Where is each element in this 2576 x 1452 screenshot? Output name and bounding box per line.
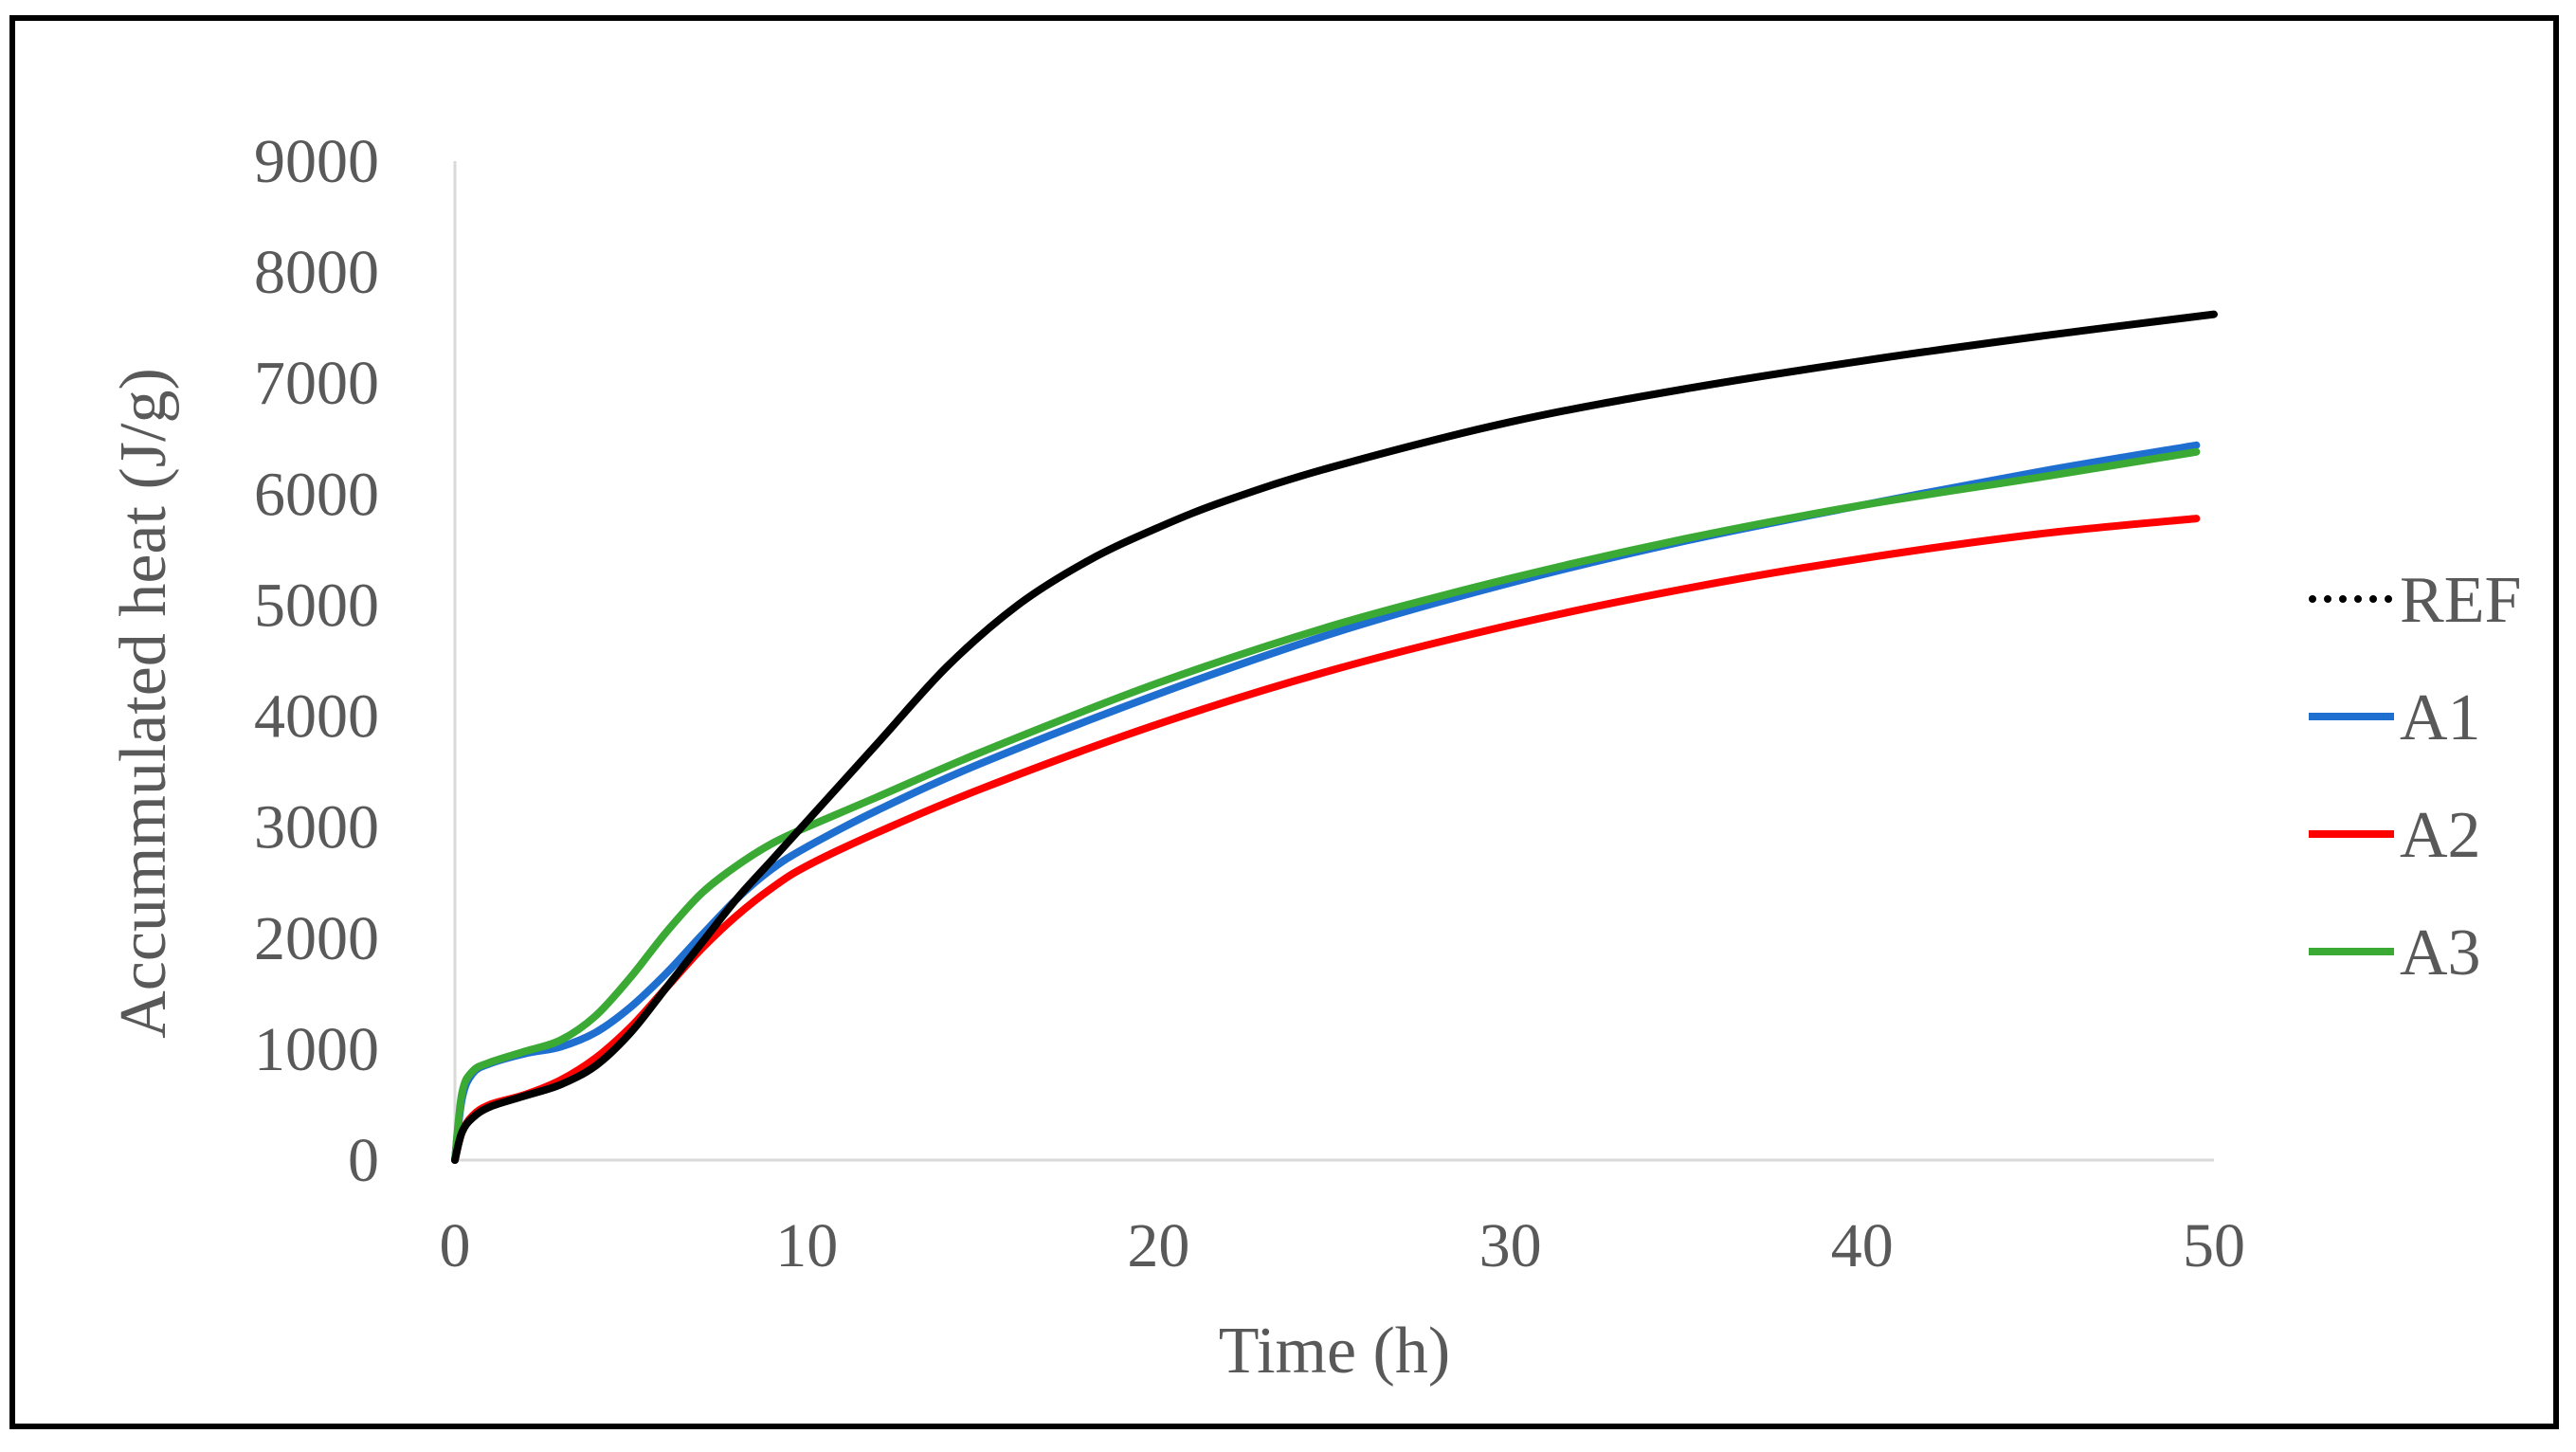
series-line-a1 bbox=[451, 441, 2201, 1164]
x-tick-label: 20 bbox=[1127, 1211, 1189, 1280]
y-tick-label: 3000 bbox=[254, 793, 379, 862]
y-tick-label: 4000 bbox=[254, 682, 379, 752]
y-tick-label: 9000 bbox=[254, 127, 379, 196]
chart: 0 1000 2000 3000 4000 5000 6000 7000 8000 9000 0 1… bbox=[107, 127, 2521, 1388]
x-tick-label: 10 bbox=[775, 1211, 838, 1280]
x-tick-labels: 0 10 20 30 40 50 bbox=[440, 1211, 2246, 1280]
x-tick-label: 50 bbox=[2183, 1211, 2245, 1280]
y-axis-title: Accummulated heat (J/g) bbox=[107, 368, 180, 1039]
x-tick-label: 0 bbox=[440, 1211, 471, 1280]
y-tick-label: 1000 bbox=[254, 1015, 379, 1084]
axes bbox=[453, 161, 2214, 1162]
y-tick-label: 2000 bbox=[254, 904, 379, 973]
legend-label-a3: A3 bbox=[2400, 917, 2481, 989]
y-tick-label: 6000 bbox=[254, 460, 379, 529]
legend-label-ref: REF bbox=[2400, 564, 2521, 637]
y-tick-label: 7000 bbox=[254, 349, 379, 418]
plot-area bbox=[451, 310, 2218, 1164]
legend-label-a2: A2 bbox=[2400, 799, 2481, 872]
x-tick-label: 40 bbox=[1831, 1211, 1894, 1280]
series-line-a2 bbox=[451, 515, 2201, 1164]
y-tick-label: 5000 bbox=[254, 571, 379, 640]
y-tick-label: 0 bbox=[348, 1126, 379, 1195]
chart-frame: 0 1000 2000 3000 4000 5000 6000 7000 8000 9000 0 1… bbox=[9, 15, 2559, 1429]
legend: REF A1 A2 A3 bbox=[2309, 564, 2521, 989]
legend-label-a1: A1 bbox=[2400, 681, 2481, 754]
x-tick-label: 30 bbox=[1479, 1211, 1542, 1280]
y-tick-label: 8000 bbox=[254, 238, 379, 307]
y-tick-labels: 0 1000 2000 3000 4000 5000 6000 7000 8000 9000 bbox=[254, 127, 379, 1195]
x-axis-title: Time (h) bbox=[1219, 1315, 1450, 1388]
series-line-a3 bbox=[451, 447, 2201, 1164]
series-line-ref bbox=[451, 310, 2218, 1164]
